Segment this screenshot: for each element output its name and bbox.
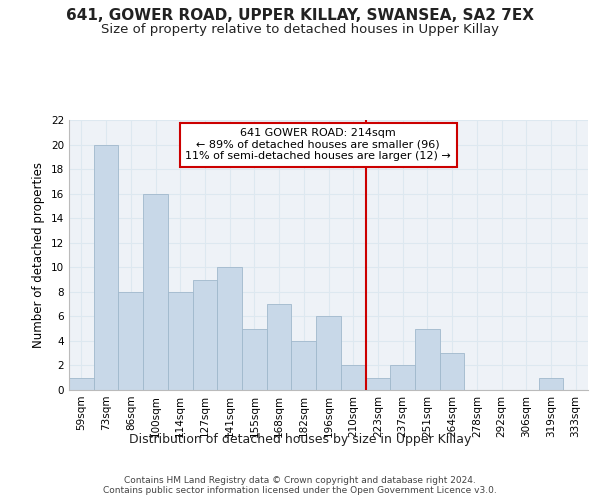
Text: 641 GOWER ROAD: 214sqm
← 89% of detached houses are smaller (96)
11% of semi-det: 641 GOWER ROAD: 214sqm ← 89% of detached… [185,128,451,162]
Bar [341,366,365,390]
Bar [143,194,168,390]
Bar [316,316,341,390]
Text: Contains HM Land Registry data © Crown copyright and database right 2024.
Contai: Contains HM Land Registry data © Crown c… [103,476,497,495]
Bar [94,144,118,390]
Bar [415,328,440,390]
Bar [539,378,563,390]
Bar [69,378,94,390]
Bar [365,378,390,390]
Bar [390,366,415,390]
Bar [193,280,217,390]
Bar [168,292,193,390]
Text: 641, GOWER ROAD, UPPER KILLAY, SWANSEA, SA2 7EX: 641, GOWER ROAD, UPPER KILLAY, SWANSEA, … [66,8,534,22]
Text: Distribution of detached houses by size in Upper Killay: Distribution of detached houses by size … [129,432,471,446]
Bar [118,292,143,390]
Bar [217,268,242,390]
Bar [242,328,267,390]
Y-axis label: Number of detached properties: Number of detached properties [32,162,46,348]
Text: Size of property relative to detached houses in Upper Killay: Size of property relative to detached ho… [101,22,499,36]
Bar [440,353,464,390]
Bar [267,304,292,390]
Bar [292,341,316,390]
